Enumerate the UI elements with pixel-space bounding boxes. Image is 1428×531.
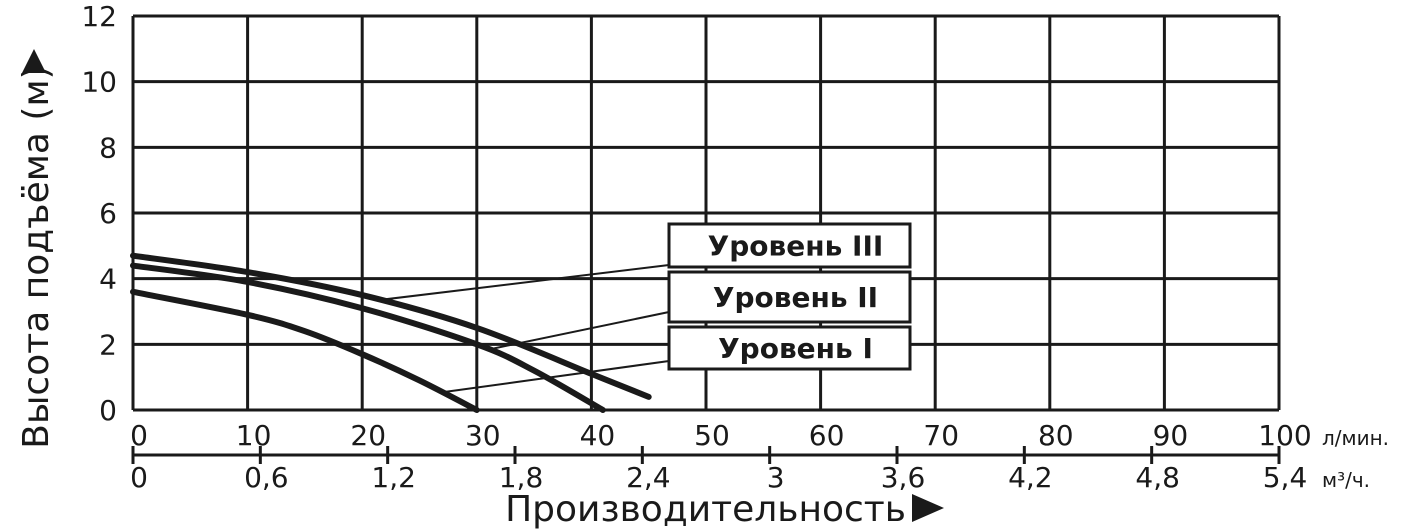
y-tick-label: 2 (99, 328, 117, 361)
x-axis-title-arrow-icon (912, 494, 944, 522)
x-tick-label-secondary: 4,2 (1008, 461, 1053, 494)
x-tick-label-primary: 80 (1038, 419, 1074, 452)
y-tick-label: 4 (99, 263, 117, 296)
legend-box-level-1 (667, 325, 912, 371)
series-line-level-1 (130, 288, 480, 413)
y-axis-title-arrow-icon (22, 49, 46, 73)
x-tick-label-primary: 20 (350, 419, 386, 452)
x-tick-label-primary: 100 (1258, 419, 1311, 452)
legend-label-level-2: Уровень II (713, 281, 878, 314)
x-unit-primary: л/мин. (1322, 426, 1389, 450)
x-tick-label-primary: 0 (130, 419, 148, 452)
y-axis-title-group: Высота подъёма (м) (16, 49, 57, 449)
x-tick-label-primary: 40 (580, 419, 616, 452)
legend-leader-line (379, 264, 670, 302)
x-tick-label-primary: 70 (923, 419, 959, 452)
series-line-level-3 (130, 252, 652, 400)
y-tick-label: 6 (99, 197, 117, 230)
y-axis-title: Высота подъёма (м) (16, 65, 57, 448)
x-tick-label-secondary: 1,8 (499, 461, 544, 494)
y-tick-label: 10 (81, 66, 117, 99)
x-tick-label-primary: 90 (1153, 419, 1189, 452)
y-tick-label: 0 (99, 394, 117, 427)
x-tick-label-secondary: 4,8 (1135, 461, 1180, 494)
axes: 0 2 4 6 8 10 12 0 10 20 30 40 50 60 70 80 90 100 л/мин. 0 0,… (81, 0, 1389, 494)
x-tick-label-primary: 50 (694, 419, 730, 452)
x-tick-label-primary: 60 (809, 419, 845, 452)
y-tick-label: 8 (99, 131, 117, 164)
x-unit-secondary: м³/ч. (1322, 468, 1370, 492)
x-tick-label-secondary: 0,6 (244, 461, 289, 494)
legend-label-level-3: Уровень III (708, 230, 884, 263)
series-lines (130, 252, 652, 413)
legend-label-level-1: Уровень I (718, 332, 873, 365)
x-tick-label-secondary: 3 (767, 461, 785, 494)
x-tick-label-primary: 10 (236, 419, 272, 452)
series-line-level-2 (130, 262, 606, 413)
legend: Уровень III Уровень II Уровень I (667, 222, 912, 371)
x-tick-label-primary: 30 (465, 419, 501, 452)
legend-leader-lines (379, 264, 670, 394)
x-tick-label-secondary: 5,4 (1263, 461, 1308, 494)
y-tick-label: 12 (81, 0, 117, 33)
legend-box-level-2 (667, 270, 912, 324)
x-tick-label-secondary: 2,4 (626, 461, 671, 494)
x-tick-label-secondary: 1,2 (371, 461, 416, 494)
x-tick-label-secondary: 3,6 (881, 461, 926, 494)
x-tick-label-secondary: 0 (130, 461, 148, 494)
x-axis-title: Производительность (505, 489, 906, 530)
legend-leader-line (442, 360, 670, 394)
legend-leader-line (488, 311, 670, 351)
legend-box-level-3 (667, 222, 912, 269)
